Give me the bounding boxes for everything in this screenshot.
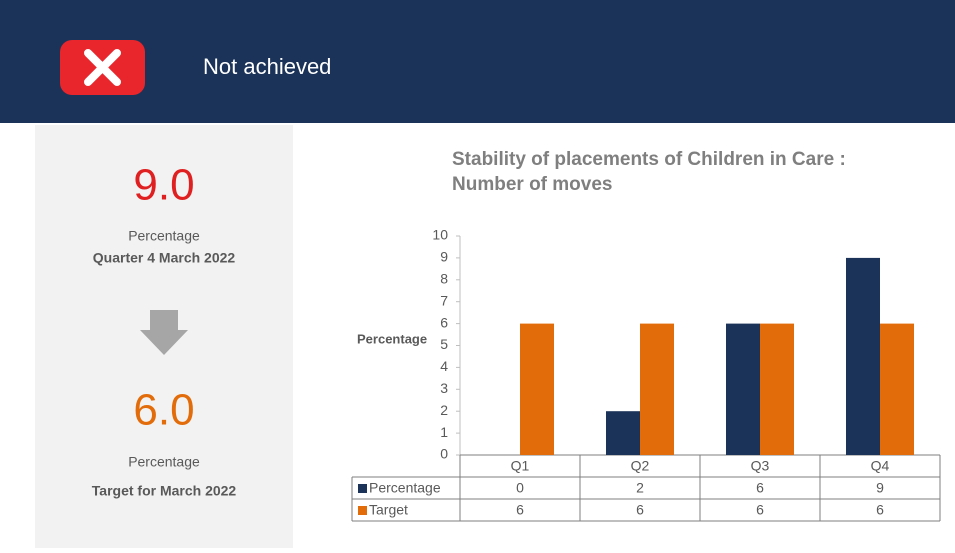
table-value: 6 xyxy=(756,502,764,518)
target-unit: Percentage xyxy=(128,454,200,470)
down-arrow xyxy=(140,310,188,355)
target-period: Target for March 2022 xyxy=(92,483,237,499)
y-tick-label: 10 xyxy=(432,227,448,243)
legend-label: Target xyxy=(369,502,408,518)
y-tick-label: 9 xyxy=(440,249,448,265)
bar xyxy=(726,323,760,455)
bar xyxy=(846,257,880,455)
status-text: Not achieved xyxy=(203,54,331,79)
y-tick-label: 2 xyxy=(440,402,448,418)
target-value: 6.0 xyxy=(133,386,194,435)
table-value: 6 xyxy=(516,502,524,518)
y-tick-label: 7 xyxy=(440,292,448,308)
x-tick-label: Q3 xyxy=(751,458,770,474)
y-tick-label: 1 xyxy=(440,424,448,440)
legend-label: Percentage xyxy=(369,480,441,496)
y-tick-label: 6 xyxy=(440,314,448,330)
table-value: 6 xyxy=(876,502,884,518)
y-tick-label: 3 xyxy=(440,380,448,396)
actual-period: Quarter 4 March 2022 xyxy=(93,250,236,266)
table-value: 0 xyxy=(516,480,524,496)
bar xyxy=(520,323,554,455)
table-value: 9 xyxy=(876,480,884,496)
y-tick-label: 4 xyxy=(440,358,448,374)
y-axis-label: Percentage xyxy=(357,331,427,346)
bar xyxy=(640,323,674,455)
chart-title: Number of moves xyxy=(452,174,612,195)
actual-unit: Percentage xyxy=(128,228,200,244)
y-tick-label: 8 xyxy=(440,271,448,287)
table-value: 2 xyxy=(636,480,644,496)
bar xyxy=(880,323,914,455)
x-tick-label: Q4 xyxy=(871,458,890,474)
bar xyxy=(606,411,640,455)
x-tick-label: Q2 xyxy=(631,458,650,474)
chart-title: Stability of placements of Children in C… xyxy=(452,149,846,170)
header-bar xyxy=(0,0,955,123)
table-value: 6 xyxy=(756,480,764,496)
y-tick-label: 5 xyxy=(440,336,448,352)
x-tick-label: Q1 xyxy=(511,458,530,474)
legend-swatch xyxy=(358,484,367,493)
cross-icon xyxy=(84,49,121,86)
actual-value: 9.0 xyxy=(133,161,194,210)
legend-swatch xyxy=(358,506,367,515)
bar xyxy=(760,323,794,455)
y-tick-label: 0 xyxy=(440,446,448,462)
table-value: 6 xyxy=(636,502,644,518)
